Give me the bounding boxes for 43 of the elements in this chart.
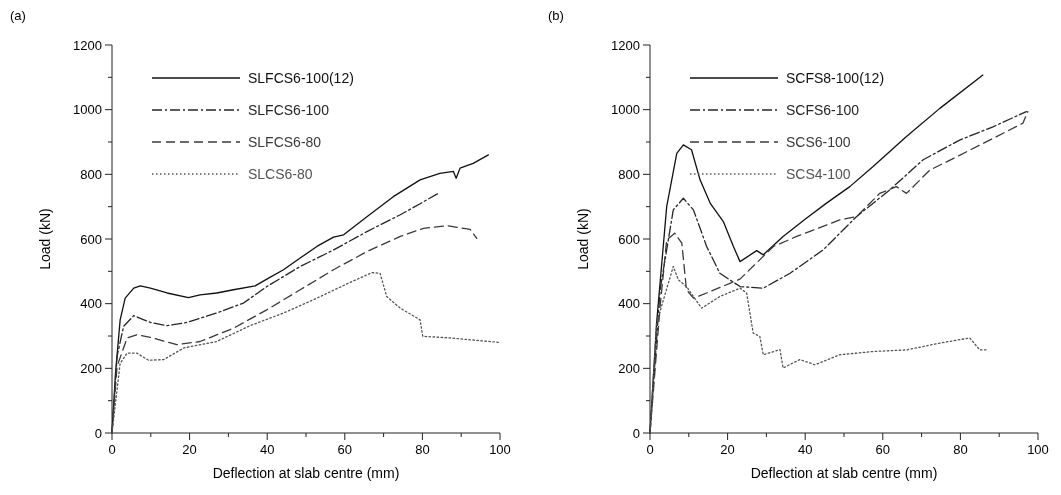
y-tick-label: 800: [618, 166, 640, 182]
x-tick-label: 40: [259, 442, 275, 457]
text: SCFS6-100: [786, 102, 860, 118]
y-tick-label: 1200: [73, 37, 102, 53]
line-series: [111, 225, 478, 434]
chart-title: (b): [548, 8, 564, 23]
chart-title: (a): [10, 8, 26, 23]
x-tick-label: 80: [953, 442, 968, 457]
x-tick-label: 100: [489, 442, 511, 457]
y-tick-label: 600: [618, 231, 640, 247]
text: SLFCS6-100: [248, 102, 330, 118]
x-tick-label: 40: [797, 442, 813, 457]
x-tick-label: 0: [108, 442, 116, 457]
x-tick-label: 20: [720, 442, 735, 457]
text: SLFCS6-100(12): [248, 70, 354, 86]
line-series: [649, 74, 984, 434]
text: SCFS8-100(12): [786, 70, 885, 86]
x-tick-label: 60: [337, 442, 353, 457]
y-tick-label: 1000: [73, 102, 102, 118]
text: SCS4-100: [786, 166, 851, 182]
y-axis-title: Load (kN): [37, 208, 53, 270]
y-tick-label: 600: [80, 231, 102, 247]
text: SLFCS6-80: [248, 134, 322, 150]
x-tick-label: 80: [415, 442, 430, 457]
y-tick-label: 0: [94, 425, 102, 441]
y-axis-title: Load (kN): [575, 208, 591, 270]
text: SLCS6-80: [248, 166, 313, 182]
x-axis-title: Deflection at slab centre (mm): [212, 465, 400, 481]
x-axis-title: Deflection at slab centre (mm): [750, 465, 938, 481]
text: SCS6-100: [786, 134, 851, 150]
y-tick-label: 0: [632, 425, 640, 441]
y-tick-label: 800: [80, 166, 102, 182]
y-tick-label: 1200: [611, 37, 640, 53]
line-series: [649, 265, 988, 434]
x-tick-label: 60: [875, 442, 891, 457]
x-tick-label: 0: [646, 442, 654, 457]
y-tick-label: 1000: [611, 102, 640, 118]
x-tick-label: 100: [1027, 442, 1049, 457]
y-tick-label: 400: [80, 296, 102, 312]
y-tick-label: 400: [618, 296, 640, 312]
y-tick-label: 200: [80, 360, 102, 376]
y-tick-label: 200: [618, 360, 640, 376]
x-tick-label: 20: [182, 442, 197, 457]
